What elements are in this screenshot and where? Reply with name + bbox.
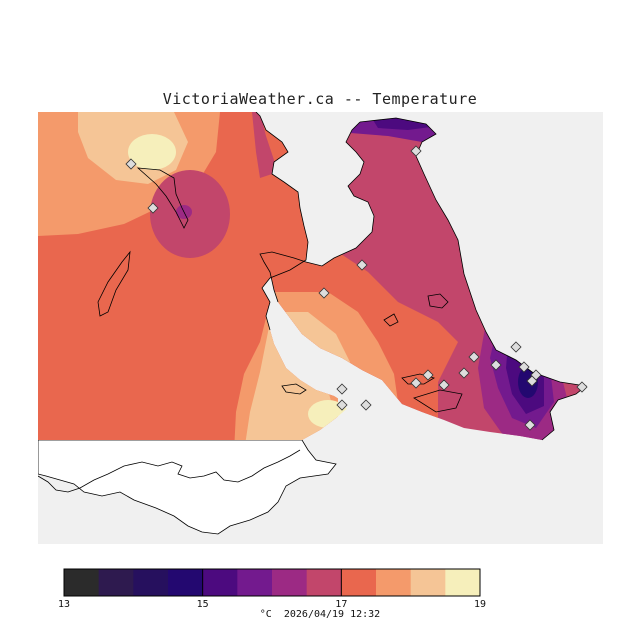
colorbar-tick-label: 17 — [335, 599, 347, 610]
station-marker — [336, 399, 348, 411]
station-marker — [524, 419, 536, 431]
colorbar-swatch — [341, 569, 377, 596]
inlet-north — [136, 167, 189, 229]
station-marker — [147, 202, 159, 214]
station-marker — [360, 399, 372, 411]
colorbar-ticks: 13 15 17 19 — [58, 569, 486, 610]
colorbar-tick-label: 15 — [197, 599, 209, 610]
unit-label: °C — [259, 609, 272, 620]
station-marker — [468, 351, 480, 363]
station-marker — [458, 367, 470, 379]
map-footer: °C 2026/04/19 12:32 — [0, 609, 640, 620]
island-east — [413, 389, 463, 413]
temperature-map — [38, 112, 603, 544]
station-marker — [422, 369, 434, 381]
station-marker — [356, 259, 368, 271]
station-marker — [336, 383, 348, 395]
lake-small — [383, 313, 399, 327]
colorbar-swatch — [237, 569, 273, 596]
colorbar-tick-label: 19 — [474, 599, 486, 610]
colorbar-swatch — [272, 569, 308, 596]
colorbar-swatch — [376, 569, 412, 596]
lake-south — [281, 383, 307, 395]
station-marker — [318, 287, 330, 299]
station-marker — [510, 341, 522, 353]
station-markers — [125, 145, 588, 431]
colorbar-swatch — [410, 569, 446, 596]
colorbar-swatch — [202, 569, 238, 596]
colorbar-swatch — [445, 569, 481, 596]
lake-west — [97, 250, 131, 317]
lake-central — [427, 293, 449, 309]
inner-coastline — [259, 121, 375, 303]
harbour — [401, 373, 435, 385]
station-marker — [526, 375, 538, 387]
station-marker — [518, 361, 530, 373]
saanich-coastline — [359, 117, 587, 441]
colorbar-swatch — [98, 569, 134, 596]
station-marker — [438, 379, 450, 391]
southern-coast-detail — [38, 449, 301, 493]
station-marker — [576, 381, 588, 393]
temperature-colorbar: 13 15 17 19 — [58, 568, 486, 610]
colorbar-swatch — [64, 569, 100, 596]
station-marker — [490, 359, 502, 371]
colorbar-swatch — [168, 569, 204, 596]
timestamp: 2026/04/19 12:32 — [283, 609, 381, 620]
colorbar-swatch — [133, 569, 169, 596]
station-marker — [410, 377, 422, 389]
colorbar-tick-label: 13 — [58, 599, 70, 610]
map-title: VictoriaWeather.ca -- Temperature — [162, 90, 478, 108]
station-marker — [125, 158, 137, 170]
station-marker — [410, 145, 422, 157]
vancouver-island-coastline — [255, 112, 309, 331]
southern-landmass — [38, 439, 337, 535]
colorbar-swatch — [306, 569, 342, 596]
colorbar-swatches — [64, 569, 481, 596]
